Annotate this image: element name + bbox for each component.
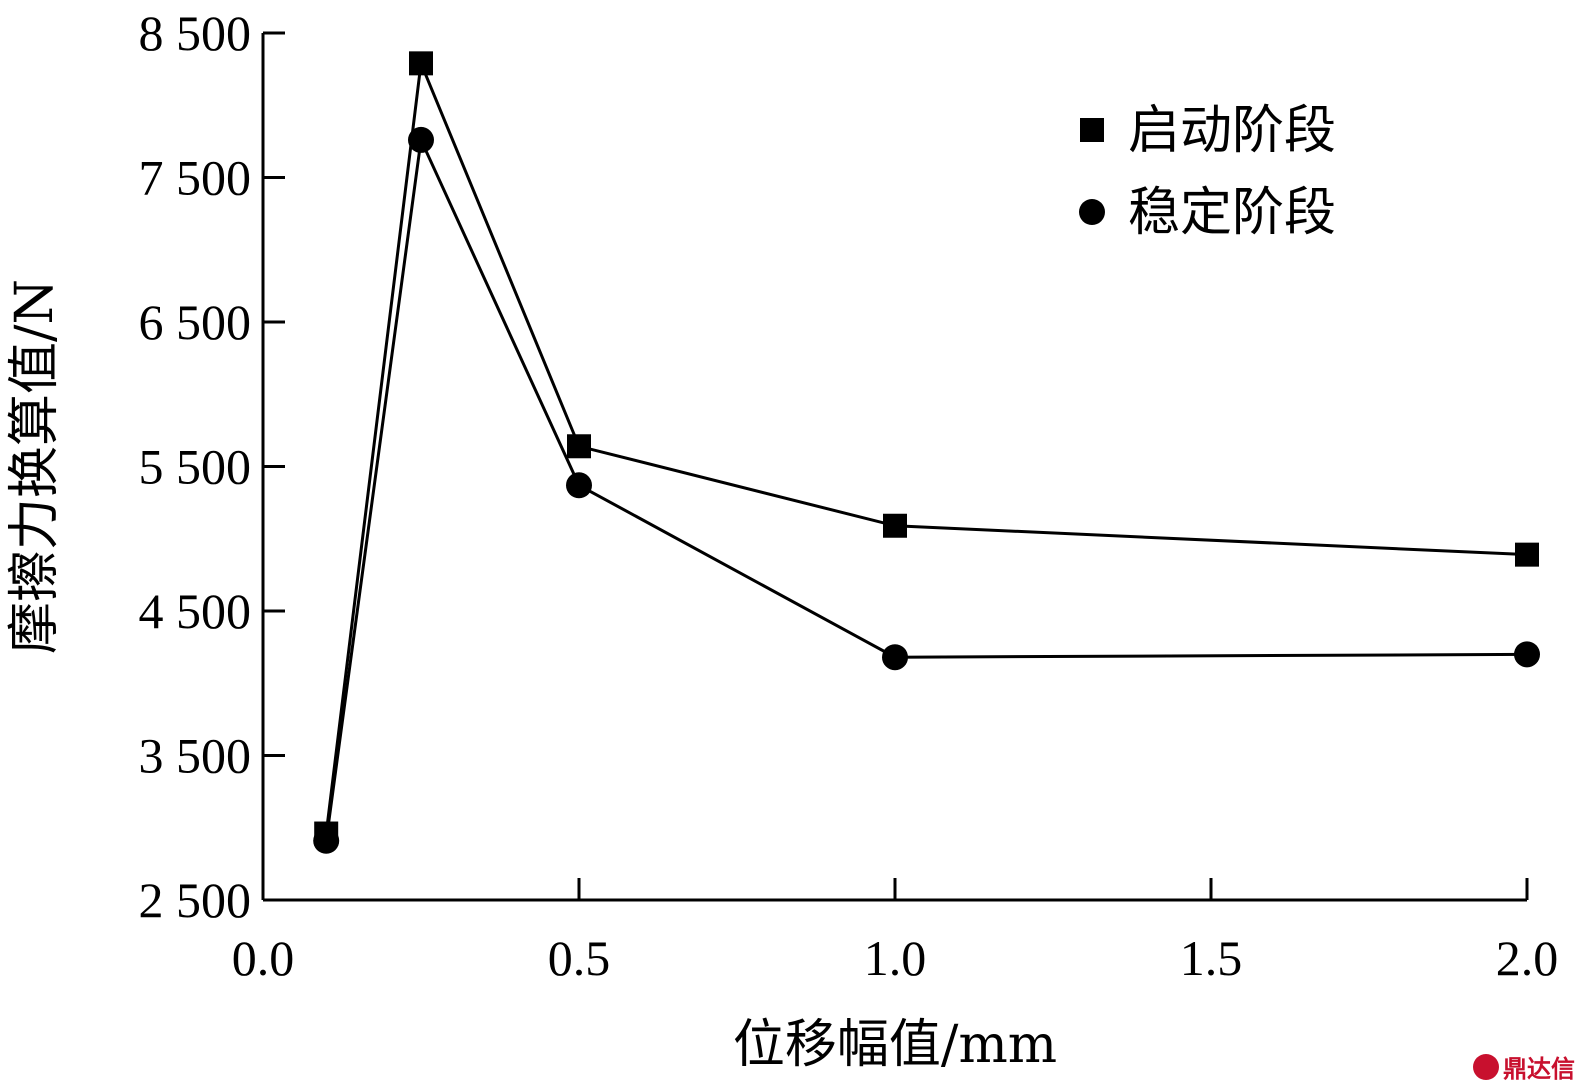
data-point-circle	[408, 126, 434, 153]
x-tick-label: 1.5	[1180, 930, 1243, 986]
watermark-logo-icon	[1473, 1053, 1499, 1080]
y-tick-label: 7 500	[139, 150, 252, 206]
x-tick-label: 0.0	[232, 930, 295, 986]
data-point-circle	[566, 472, 592, 499]
series-line	[324, 134, 1528, 841]
legend-marker-square	[1080, 118, 1104, 142]
y-tick-label: 4 500	[139, 583, 252, 639]
y-tick-label: 3 500	[139, 728, 252, 784]
y-tick-label: 5 500	[139, 439, 252, 495]
x-tick-label: 0.5	[548, 930, 611, 986]
y-axis-title: 摩擦力换算值/N	[5, 279, 65, 654]
legend-marker-circle	[1079, 199, 1105, 225]
data-point-circle	[882, 644, 908, 671]
y-tick-label: 8 500	[139, 5, 252, 61]
data-point-square	[1515, 542, 1539, 567]
data-point-circle	[1514, 641, 1540, 668]
data-point-square	[409, 51, 433, 76]
data-point-circle	[313, 827, 340, 854]
y-tick-label: 6 500	[139, 294, 252, 350]
y-tick-label: 2 500	[139, 872, 252, 928]
watermark-text: 鼎达信	[1503, 1055, 1575, 1083]
legend-label: 启动阶段	[1128, 101, 1336, 161]
x-axis-title: 位移幅值/mm	[733, 1015, 1057, 1075]
legend-label: 稳定阶段	[1128, 183, 1336, 243]
data-point-square	[883, 513, 907, 538]
x-ticks: 0.0 0.5 1.0 1.5 2.0	[232, 878, 1559, 986]
legend-item-2: 稳定阶段	[1079, 183, 1336, 243]
legend-item-1: 启动阶段	[1080, 101, 1336, 161]
x-tick-label: 1.0	[864, 930, 927, 986]
data-point-square	[567, 434, 591, 459]
x-tick-label: 2.0	[1496, 930, 1559, 986]
watermark: 鼎达信	[1473, 1049, 1575, 1084]
series-1	[314, 51, 1539, 846]
series-layer	[313, 51, 1540, 854]
series-line	[324, 57, 1528, 834]
series-2	[313, 126, 1540, 854]
axes	[261, 33, 1527, 902]
y-ticks: 2 500 3 500 4 500 5 500 6 500 7 500 8 500	[139, 5, 285, 928]
